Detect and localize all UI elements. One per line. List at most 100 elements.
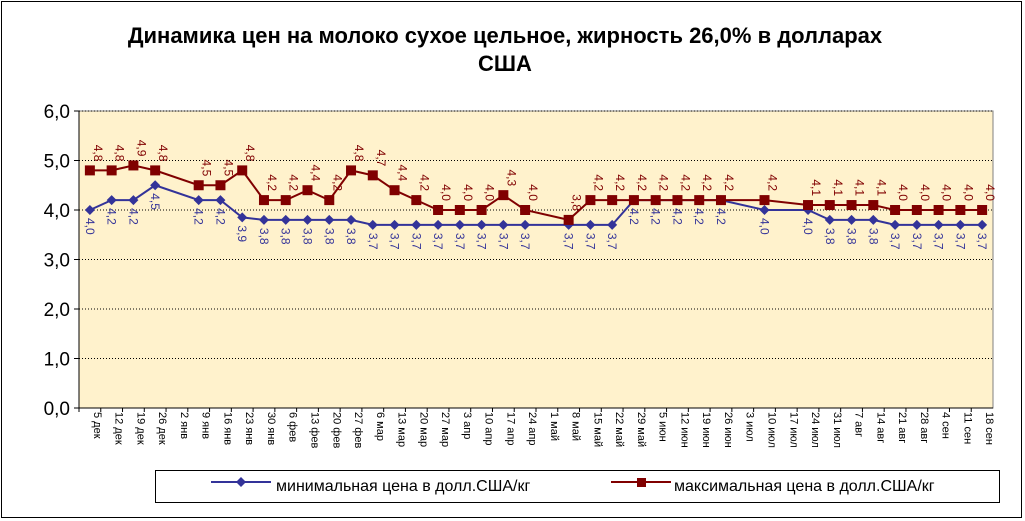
data-label-min: 4,2 — [105, 208, 119, 225]
data-point-max — [585, 195, 596, 206]
y-tick-label: 5,0 — [44, 152, 70, 173]
x-tick-label: 5 июн — [657, 412, 669, 442]
data-label-min: 3,7 — [409, 233, 423, 250]
data-label-max: 4,7 — [374, 150, 388, 167]
data-point-max — [476, 205, 487, 215]
x-tick-label: 12 дек — [113, 412, 125, 445]
data-point-min — [128, 195, 139, 206]
data-label-min: 3,7 — [583, 233, 597, 250]
x-tick-label: 3 апр — [461, 412, 473, 439]
data-point-min — [476, 219, 487, 230]
data-label-max: 4,0 — [918, 184, 932, 201]
data-label-min: 4,0 — [83, 218, 97, 235]
legend-label-min: минимальная цена в долл.США/кг — [276, 478, 531, 495]
data-label-max: 4,2 — [678, 174, 692, 191]
y-tick-label: 1,0 — [44, 350, 70, 371]
chart-title: Динамика цен на молоко сухое цельное, жи… — [127, 23, 883, 76]
data-point-max — [280, 195, 291, 206]
x-tick-label: 13 мар — [396, 412, 408, 447]
y-tick-label: 3,0 — [44, 251, 70, 272]
data-label-min: 4,2 — [692, 208, 706, 225]
data-label-max: 4,0 — [461, 184, 475, 201]
data-label-min: 4,2 — [627, 208, 641, 225]
x-tick-label: 30 янв — [265, 412, 277, 445]
data-point-max — [694, 195, 705, 206]
data-label-max: 4,5 — [200, 160, 214, 177]
x-tick-label: 21 авг — [896, 412, 908, 443]
data-point-max — [258, 195, 269, 206]
data-point-max — [868, 200, 879, 211]
x-tick-label: 8 май — [570, 412, 582, 441]
data-label-max: 4,2 — [635, 174, 649, 191]
data-point-min — [890, 219, 901, 230]
data-point-min — [824, 214, 835, 225]
x-tick-label: 16 янв — [221, 412, 233, 445]
data-point-max — [324, 195, 335, 206]
legend-marker-max — [611, 478, 671, 487]
data-point-min — [237, 212, 248, 223]
data-point-max — [650, 195, 661, 206]
data-label-max: 4,5 — [221, 160, 235, 177]
data-label-min: 3,7 — [496, 233, 510, 250]
data-label-max: 4,8 — [156, 145, 170, 162]
data-label-min: 4,2 — [714, 208, 728, 225]
data-point-min — [933, 219, 944, 230]
data-label-max: 4,8 — [352, 145, 366, 162]
data-label-max: 4,2 — [657, 174, 671, 191]
data-label-min: 3,8 — [301, 228, 315, 245]
data-point-max — [193, 180, 204, 191]
data-label-max: 4,0 — [439, 184, 453, 201]
data-label-min: 3,8 — [279, 228, 293, 245]
chart-legend: минимальная цена в долл.США/кг максималь… — [155, 470, 1000, 503]
data-label-min: 4,0 — [801, 218, 815, 235]
data-point-max — [454, 205, 465, 215]
x-tick-label: 19 дек — [134, 412, 146, 445]
data-label-max: 4,3 — [504, 169, 518, 186]
x-tick-label: 24 июл — [809, 412, 821, 448]
data-label-max: 4,2 — [766, 174, 780, 191]
data-label-max: 4,1 — [874, 179, 888, 196]
data-label-min: 3,8 — [823, 228, 837, 245]
data-label-min: 3,9 — [235, 225, 249, 242]
y-tick-label: 6,0 — [44, 102, 70, 123]
data-label-max: 4,0 — [983, 184, 997, 201]
x-tick-label: 18 сен — [983, 412, 995, 445]
data-point-max — [933, 205, 944, 215]
data-point-max — [346, 165, 357, 176]
x-tick-label: 26 июн — [722, 412, 734, 448]
data-label-max: 4,2 — [417, 174, 431, 191]
x-tick-label: 22 май — [613, 412, 625, 447]
data-point-max — [563, 214, 574, 225]
data-point-max — [607, 195, 618, 206]
data-label-min: 3,7 — [910, 233, 924, 250]
data-point-min — [324, 214, 335, 225]
x-tick-label: 6 мар — [374, 412, 386, 441]
data-label-min: 3,7 — [932, 233, 946, 250]
data-point-max — [150, 165, 161, 176]
data-label-max: 4,0 — [526, 184, 540, 201]
data-point-max — [846, 200, 857, 211]
data-label-min: 3,7 — [518, 233, 532, 250]
x-tick-label: 20 фев — [330, 412, 342, 448]
x-tick-label: 17 апр — [504, 412, 516, 445]
line-chart: 0,0 1,0 2,0 3,0 4,0 5,0 6,0 5 дек 12 дек 19 дек 26… — [44, 102, 998, 448]
data-label-max: 4,8 — [243, 145, 257, 162]
x-tick-label: 27 мар — [439, 412, 451, 447]
data-point-max — [84, 165, 95, 176]
data-point-min — [846, 214, 857, 225]
y-tick-label: 0,0 — [44, 399, 70, 420]
data-label-min: 3,7 — [388, 233, 402, 250]
y-tick-label: 2,0 — [44, 300, 70, 321]
x-tick-label: 13 фев — [309, 412, 321, 448]
data-label-max: 4,2 — [265, 174, 279, 191]
data-point-max — [128, 160, 139, 171]
x-tick-label: 31 июл — [831, 412, 843, 448]
data-label-max: 4,0 — [940, 184, 954, 201]
x-tick-label: 27 фев — [352, 412, 364, 448]
data-point-min — [84, 205, 95, 215]
data-point-max — [955, 205, 966, 215]
data-label-max: 4,2 — [700, 174, 714, 191]
data-point-min — [389, 219, 400, 230]
data-point-min — [454, 219, 465, 230]
data-point-min — [346, 214, 357, 225]
